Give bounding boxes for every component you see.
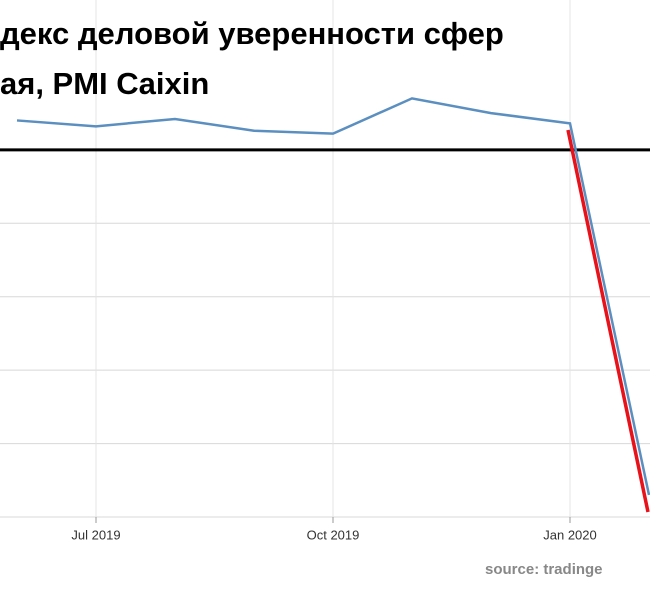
x-tick-label: Jul 2019 (71, 527, 120, 542)
plot (16, 97, 650, 496)
annotation-arrow (566, 129, 650, 513)
chart-title: ая, PMI Caixin (0, 66, 209, 101)
source: source: tradinge (485, 561, 603, 578)
grid (0, 0, 650, 523)
x-tick-label: Jan 2020 (543, 527, 597, 542)
series-line (16, 97, 650, 496)
chart-title: декс деловой уверенности сфер (0, 16, 504, 51)
x-tick-label: Oct 2019 (307, 527, 360, 542)
